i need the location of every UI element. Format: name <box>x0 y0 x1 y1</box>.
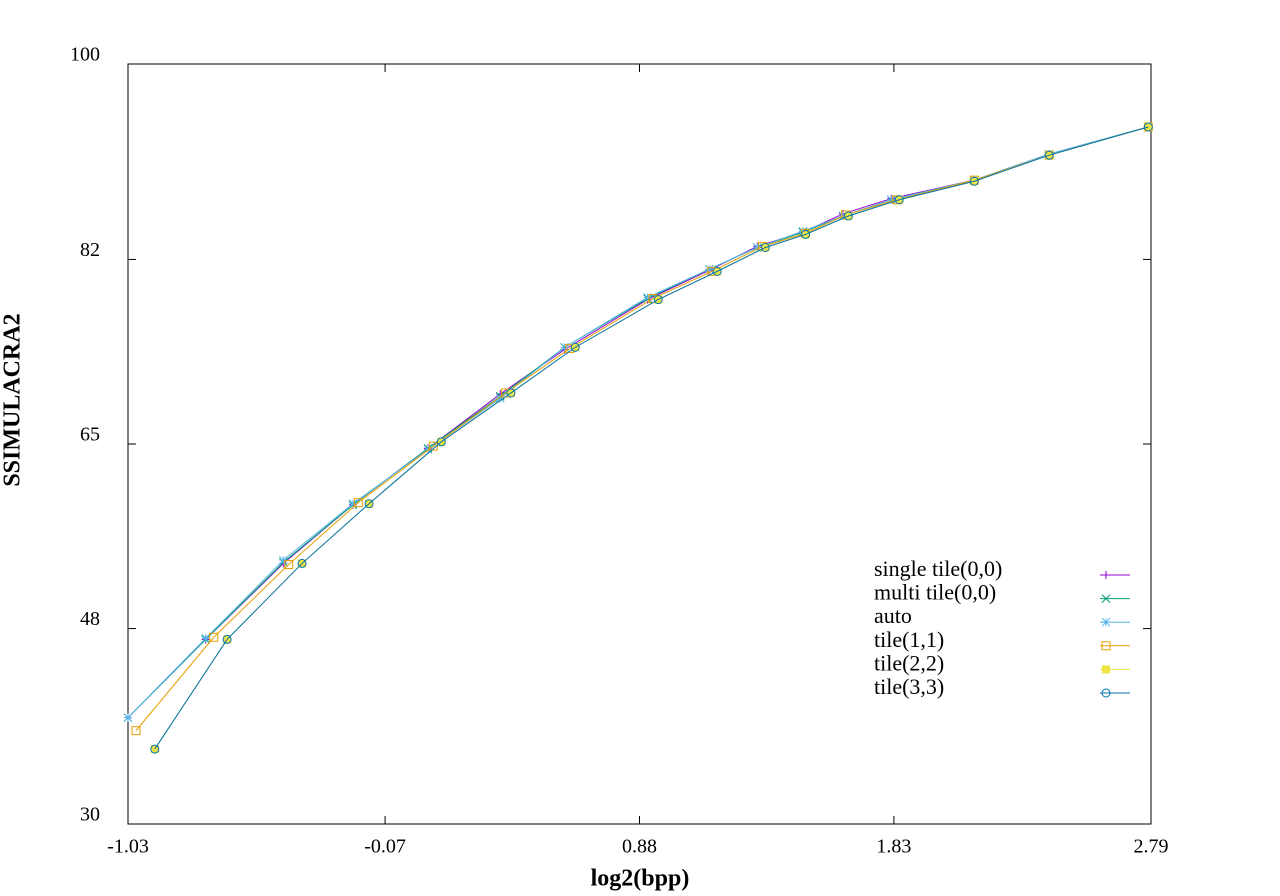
x-tick-label: 2.79 <box>1134 836 1169 858</box>
marker-part <box>428 441 438 451</box>
marker <box>653 295 663 305</box>
marker-part <box>704 264 714 274</box>
marker <box>712 266 722 276</box>
marker-part <box>209 632 219 642</box>
marker-part <box>123 713 133 722</box>
marker-part <box>570 342 580 352</box>
marker-part <box>131 726 141 736</box>
plot-frame <box>127 63 1152 825</box>
y-tick-label: 30 <box>80 804 100 826</box>
y-axis-label: SSIMULACRA2 <box>0 313 26 486</box>
x-axis-label: log2(bpp) <box>591 866 690 892</box>
x-tick-label: 1.83 <box>876 836 911 858</box>
marker-part <box>1101 688 1111 698</box>
marker <box>150 744 160 754</box>
series-line <box>154 126 1149 750</box>
marker-part <box>436 437 446 447</box>
marker <box>353 498 363 508</box>
marker-part <box>495 394 505 403</box>
marker-part <box>506 388 516 398</box>
marker-part <box>712 266 722 276</box>
marker-part <box>348 499 358 509</box>
legend-label: single tile(0,0) <box>874 556 1002 581</box>
series-line <box>127 126 1149 718</box>
marker <box>1101 617 1111 627</box>
legend-label: tile(2,2) <box>874 650 944 675</box>
marker <box>506 388 516 398</box>
marker <box>704 264 714 274</box>
marker-part <box>653 295 663 305</box>
legend-label: tile(3,3) <box>874 674 944 699</box>
marker-part <box>222 634 232 644</box>
x-tick-label: -0.07 <box>364 836 406 858</box>
marker <box>969 176 979 186</box>
marker <box>284 560 294 570</box>
marker-part <box>1101 617 1111 627</box>
series-line <box>127 126 1149 718</box>
marker-part <box>201 633 211 643</box>
marker <box>1101 594 1111 603</box>
marker <box>1044 150 1054 160</box>
marker-part <box>760 242 770 252</box>
x-tick-label: 0.88 <box>622 836 657 858</box>
marker-part <box>801 229 811 239</box>
marker <box>1101 688 1111 698</box>
x-tick-label: -1.03 <box>107 836 149 858</box>
marker <box>123 713 133 722</box>
marker <box>570 342 580 352</box>
marker-part <box>364 499 374 509</box>
legend-label: auto <box>874 603 912 628</box>
marker-part <box>278 555 288 565</box>
series-line <box>127 126 1149 718</box>
y-tick-label: 48 <box>80 608 100 630</box>
marker <box>801 229 811 239</box>
marker <box>201 633 211 643</box>
marker-part <box>353 498 363 508</box>
marker-part <box>1044 150 1054 160</box>
y-tick-label: 100 <box>70 44 100 66</box>
marker <box>1102 665 1110 674</box>
marker <box>222 634 232 644</box>
legend-label: tile(1,1) <box>874 627 944 652</box>
marker-part <box>1143 122 1153 132</box>
marker <box>760 242 770 252</box>
series-line <box>154 126 1149 750</box>
marker <box>364 499 374 509</box>
y-tick-label: 65 <box>80 424 100 446</box>
y-tick-label: 82 <box>80 239 100 261</box>
marker-part <box>297 558 307 568</box>
marker-part <box>1101 641 1111 651</box>
marker-part <box>1101 594 1111 603</box>
marker-part <box>843 211 853 221</box>
marker <box>843 211 853 221</box>
marker <box>1101 641 1111 651</box>
marker <box>1143 122 1153 132</box>
marker-part <box>894 195 904 205</box>
marker <box>297 558 307 568</box>
marker <box>131 726 141 736</box>
marker-part <box>150 744 160 754</box>
marker-part <box>284 560 294 570</box>
series-line <box>135 126 1149 731</box>
marker-part <box>1102 665 1110 674</box>
marker <box>436 437 446 447</box>
marker <box>894 195 904 205</box>
marker <box>209 632 219 642</box>
legend-label: multi tile(0,0) <box>874 580 996 605</box>
marker <box>428 441 438 451</box>
marker <box>1102 571 1110 579</box>
marker-part <box>969 176 979 186</box>
